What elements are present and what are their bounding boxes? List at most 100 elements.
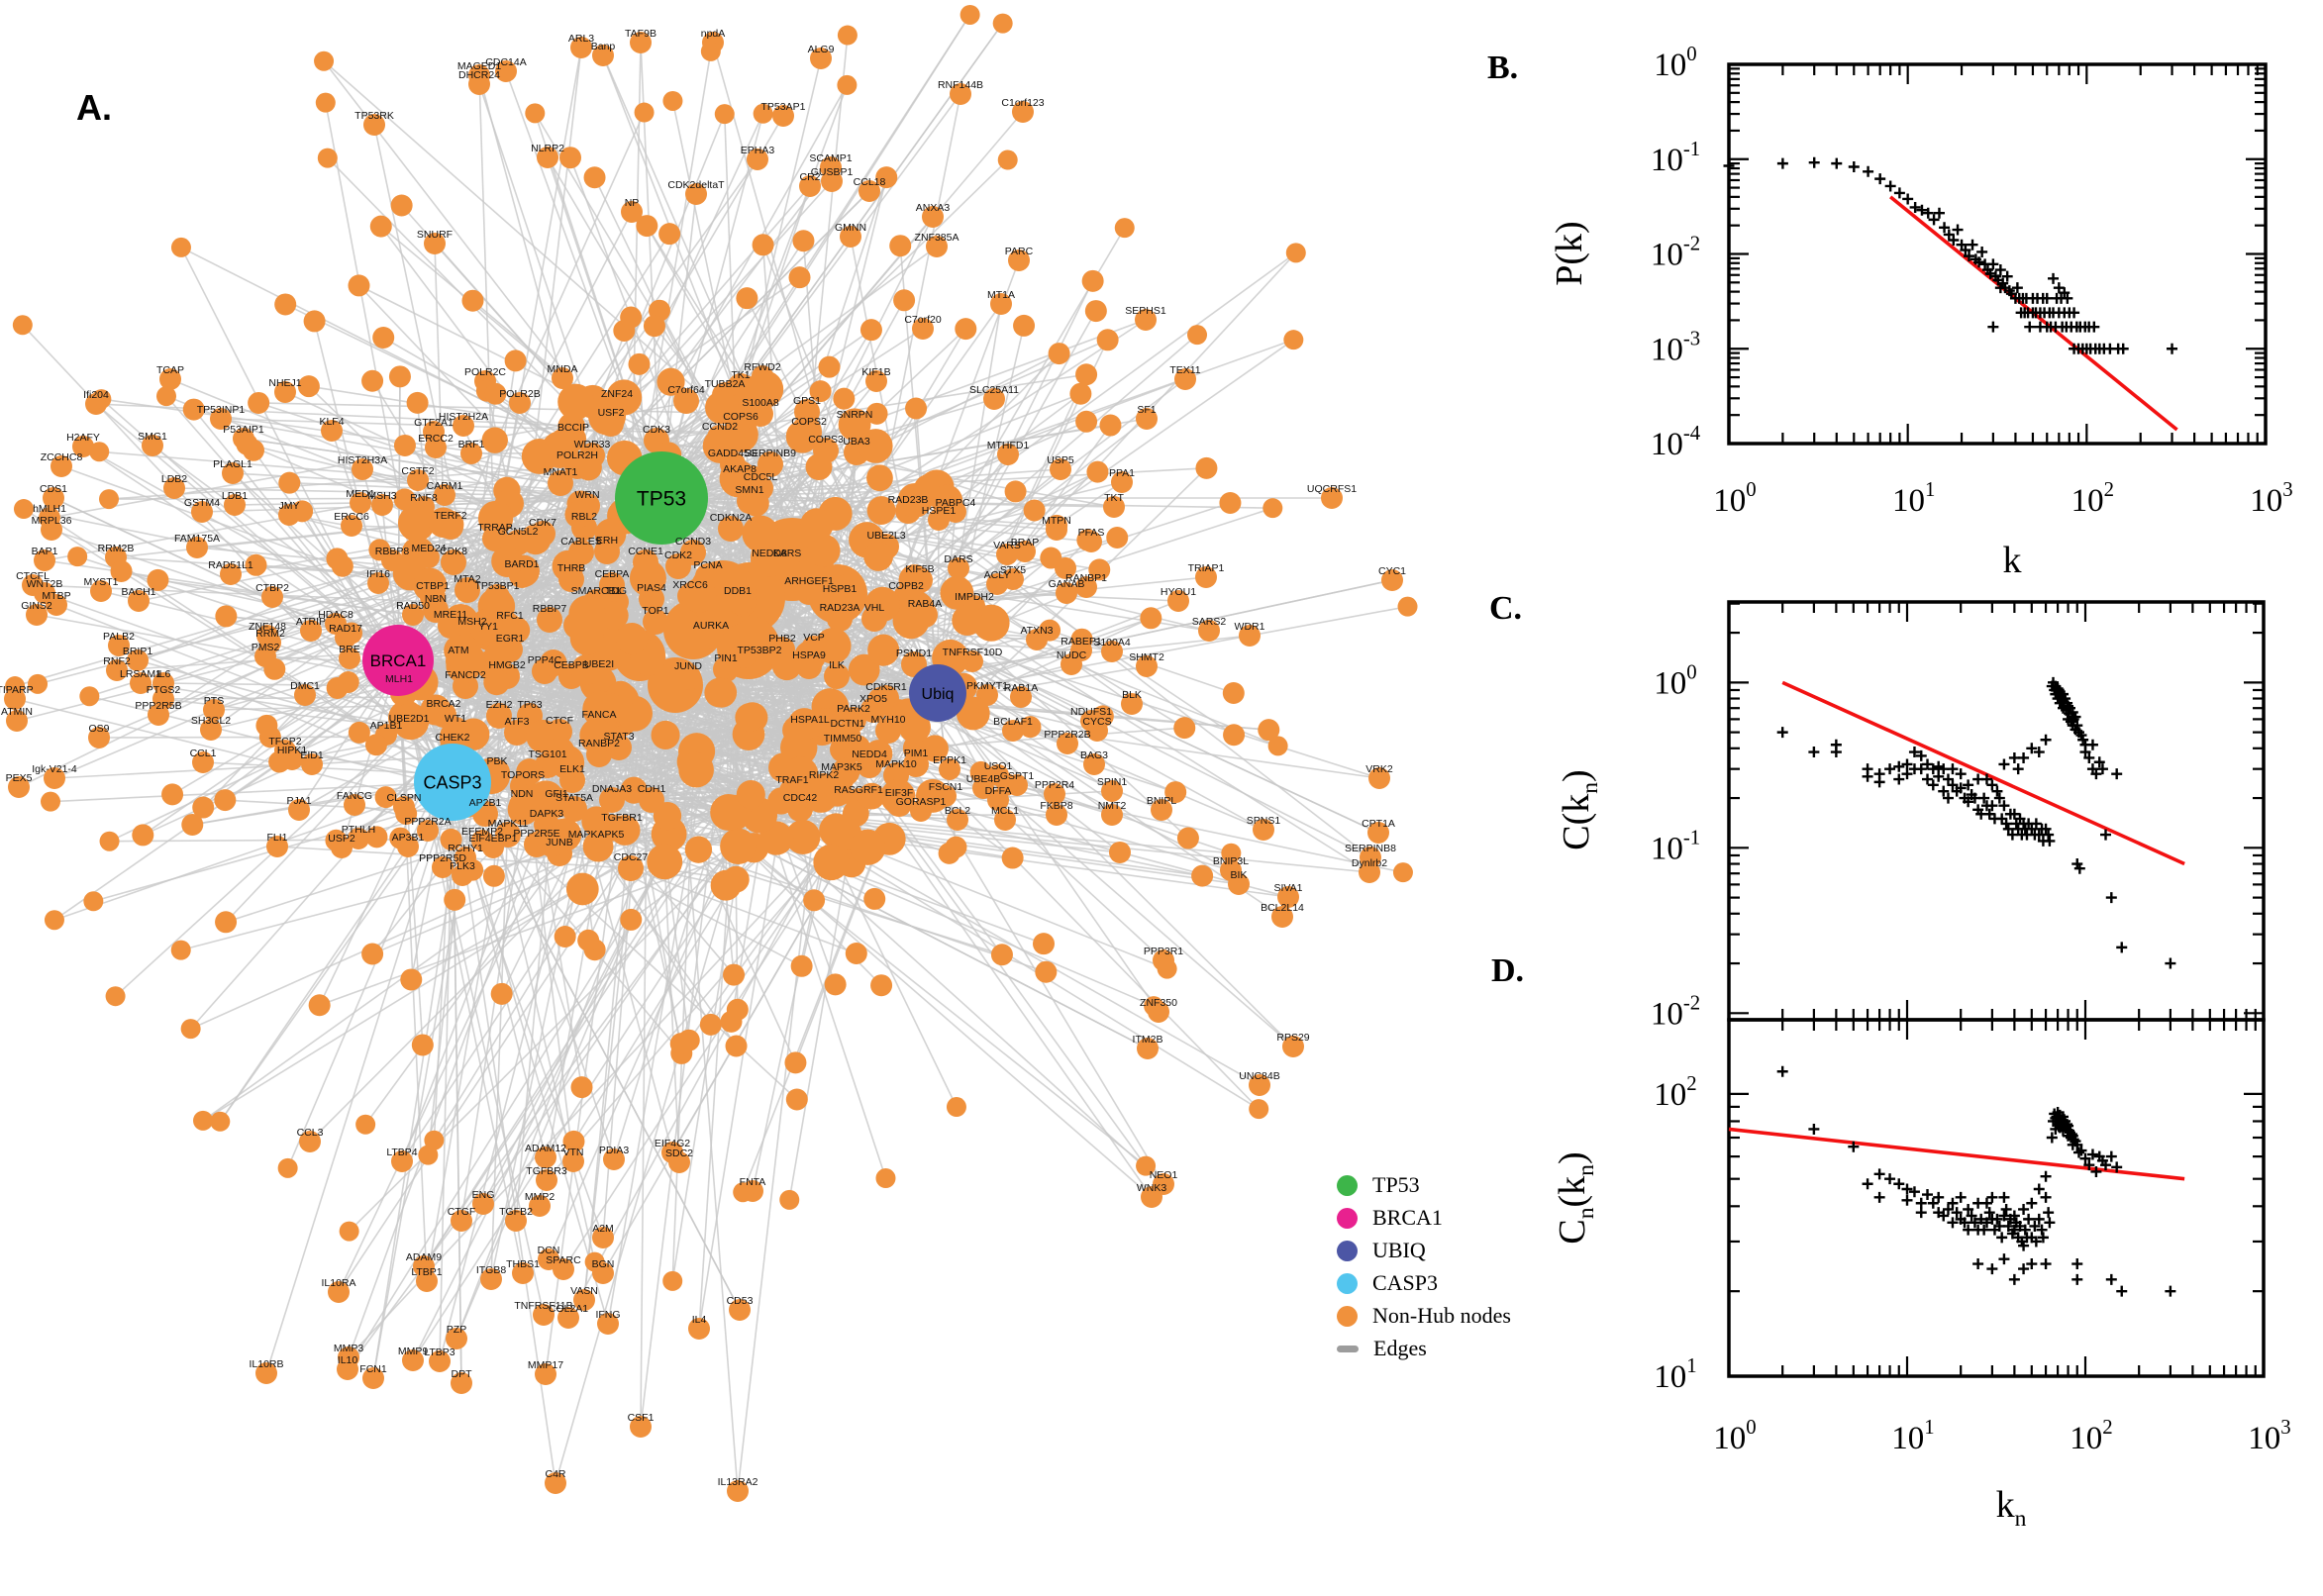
network-node (621, 201, 643, 223)
network-node (799, 175, 821, 197)
data-point-marker (2018, 1263, 2030, 1275)
network-node-label: CD53 (727, 1295, 754, 1307)
data-point-marker (1998, 1253, 2010, 1265)
network-node (339, 1221, 359, 1242)
network-node-label: LTBP3 (424, 1347, 454, 1358)
network-edge (171, 659, 399, 796)
network-node (443, 604, 479, 641)
data-point-marker (1986, 1191, 1998, 1203)
network-node-label: SARS2 (1192, 616, 1227, 628)
network-node (67, 547, 88, 567)
network-node (1141, 1186, 1162, 1208)
network-node (620, 306, 643, 329)
network-node (512, 1262, 534, 1284)
network-node (261, 586, 283, 608)
network-node (1228, 873, 1250, 895)
data-point-marker (1873, 1191, 1885, 1203)
network-node-label: PKMYT1 (966, 680, 1008, 692)
network-node (570, 1076, 593, 1099)
data-point-marker (1848, 1141, 1860, 1152)
data-point-marker (1994, 264, 2006, 276)
data-point-marker (2100, 1159, 2112, 1171)
network-node (956, 696, 990, 731)
network-node (461, 858, 484, 881)
network-node (341, 622, 363, 645)
network-node-label: SPNS1 (1247, 815, 1281, 827)
network-node-label: USP5 (1047, 454, 1074, 466)
network-node-label: DCN (538, 1245, 560, 1256)
network-node (1222, 682, 1245, 705)
data-point-marker (1893, 760, 1905, 772)
network-node-label: RAD50 (396, 600, 430, 612)
network-node (314, 50, 335, 71)
network-node (960, 4, 980, 25)
network-node (41, 519, 62, 541)
network-node (1262, 498, 1283, 519)
network-node (402, 604, 424, 626)
x-tick-label: 102 (2071, 478, 2114, 519)
network-node-label: PPP3R1 (1144, 946, 1183, 957)
data-point-marker (1808, 747, 1820, 758)
network-node (222, 462, 244, 484)
network-node-label: TRRAP (477, 522, 513, 534)
network-node (1157, 958, 1177, 979)
data-point-marker (2018, 751, 2030, 763)
network-node (865, 370, 887, 392)
data-point-marker (1998, 800, 2010, 812)
network-node-label: PPA1 (1109, 467, 1135, 479)
network-node-label: CABLES (560, 536, 601, 548)
network-node (669, 1033, 692, 1055)
network-node (369, 215, 392, 238)
network-node-label: GANAB (1049, 578, 1085, 590)
network-node (482, 864, 505, 887)
network-node (364, 734, 387, 756)
network-node (1191, 864, 1214, 887)
network-node (389, 827, 412, 849)
network-node (1008, 249, 1030, 271)
network-node (684, 836, 713, 863)
data-point-marker (2044, 835, 2056, 847)
network-node (413, 567, 448, 602)
network-node (746, 370, 784, 409)
network-edge (95, 403, 803, 438)
network-node (361, 943, 384, 965)
network-node-label: RRM2 (255, 628, 285, 640)
data-point-marker (2068, 713, 2079, 725)
network-node (722, 865, 750, 893)
data-point-marker (2167, 343, 2178, 354)
network-node-label: RAB1A (1004, 682, 1038, 694)
network-node (653, 801, 682, 831)
network-edge (618, 747, 1147, 1167)
network-node (893, 289, 916, 312)
network-node-label: WNT2B (27, 578, 63, 590)
network-node (540, 649, 567, 677)
network-node-label: ALG9 (808, 44, 835, 55)
network-node-label: PSMD1 (896, 648, 932, 659)
data-point-marker (1915, 763, 1927, 775)
network-node (486, 703, 512, 729)
data-point-marker (1933, 1191, 1945, 1203)
network-node (939, 758, 960, 780)
data-point-marker (1933, 770, 1945, 782)
network-node-label: RFWD2 (744, 361, 780, 373)
network-edge (534, 113, 662, 499)
node-swatch-icon (1337, 1174, 1358, 1196)
network-node (482, 837, 504, 858)
network-node-label: RAB4A (908, 598, 942, 610)
network-node-label: GUSBP1 (811, 166, 854, 178)
network-node (545, 737, 575, 766)
data-point-marker (1951, 1207, 1963, 1219)
network-node-label: TRIAP1 (1188, 562, 1225, 574)
network-node-label: MTA2 (454, 573, 480, 585)
network-node (355, 1114, 376, 1135)
network-node-label: LRSAM1 (120, 668, 161, 680)
data-point-marker (2100, 829, 2112, 841)
data-point-marker (2073, 862, 2085, 874)
network-node-label: RAD23B (888, 494, 929, 506)
data-point-marker (2024, 321, 2036, 333)
network-node (428, 507, 458, 539)
network-node-label: UBE2D1 (389, 713, 430, 725)
network-node-label: NEDD8 (752, 548, 787, 559)
node-swatch-icon (1337, 1207, 1358, 1229)
